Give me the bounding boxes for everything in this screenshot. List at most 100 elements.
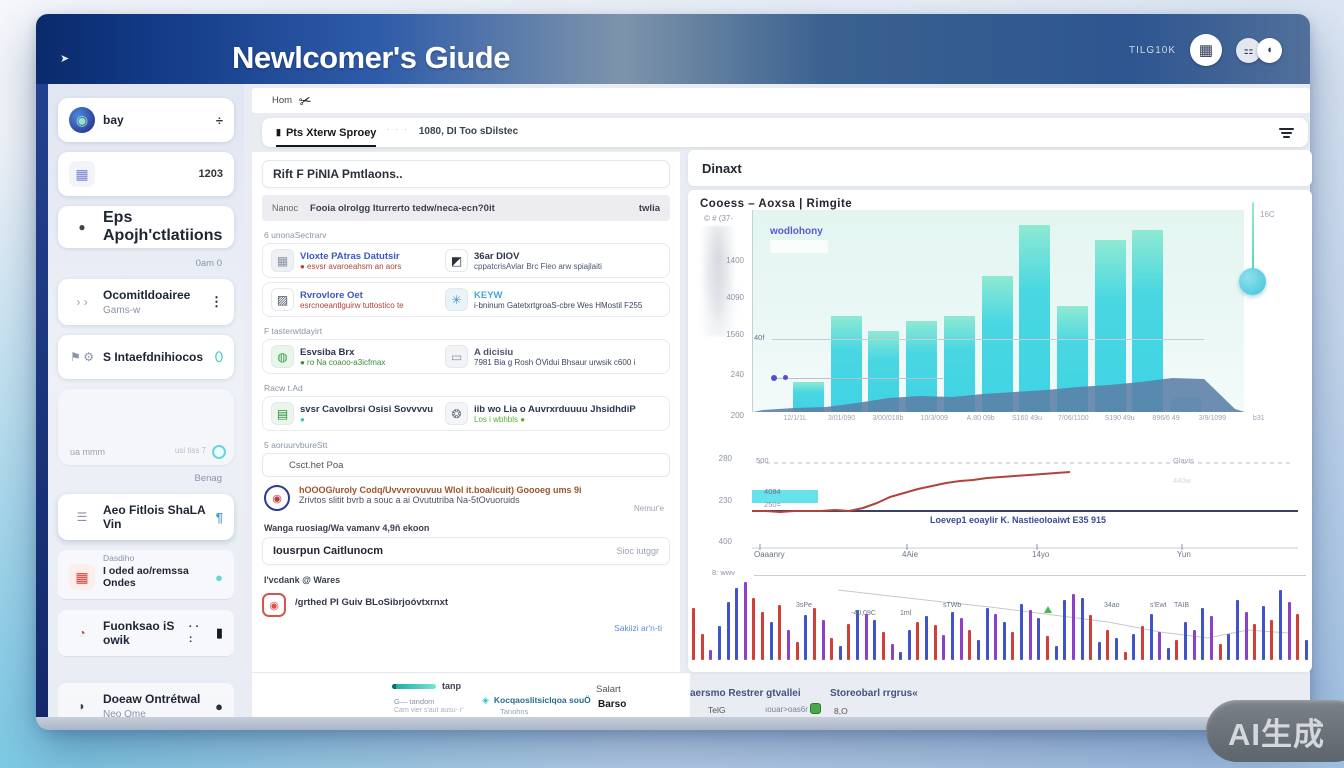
divide-icon[interactable]: ÷ [215,112,223,128]
volume-trend-line [837,589,1289,639]
footer-check[interactable]: ◈ Kocqaoslitsiclqoa souÖ [482,695,591,706]
filter-icon[interactable] [1279,127,1294,138]
highlight-marker[interactable] [1239,268,1266,295]
table-row[interactable]: ▤ svsr Cavolbrsi Osisi Sovvvvu ● ❂ iib wo Li… [262,396,670,431]
volume-bar [1219,644,1222,660]
tab-active[interactable]: ▮ Pts Xterw Sproey [276,118,377,147]
footer-col2-title: Storeobarl rrgrus« [830,688,918,699]
chart-title: Cooess – Aoxsa | Rimgite [700,198,853,210]
titlebar: ➤ Newlcomer's Giude TILG10K ▦ ⚏ ◖ [36,14,1310,84]
table-row[interactable]: ◍ Esvsiba Brx ● ro Na coaoo-a3icfmax ▭ A dic… [262,339,670,374]
sidebar-item-label: bay [103,113,124,127]
x-tick-label: A.80 09b [966,415,995,422]
sidebar-item[interactable]: › › Ocomitldoairee Gams-w ⋮ [58,279,234,325]
volume-bar [813,608,816,660]
sidebar: ◉ bay ÷ ▦ 1203 ● Eps Apojh'ctlatiions 0am 0 › › O… [48,84,244,717]
volume-bar [908,630,911,660]
footer-dropdown[interactable]: ıouar>oas6r [765,705,808,714]
teal-dot-icon[interactable]: ● [215,569,223,585]
volume-annotation: TAIB [1174,602,1190,609]
summary-card[interactable]: Iousrpun Caitlunocm Sioc iutggr [262,537,670,565]
row-text: Rvrovlore Oet esrcnoeantlguirw tuttostico… [300,290,404,310]
line-chart [752,462,1298,550]
volume-bar [986,608,989,660]
sidebar-item[interactable]: ● Eps Apojh'ctlatiions [58,206,234,248]
chart-bar[interactable] [830,316,862,412]
x-tick-label: 12/1/1L [783,415,807,422]
volume-bar [830,638,833,660]
chevrons-icon: › › [76,295,88,309]
sidebar-item[interactable]: ▦ Dasdiho I oded ao/remssa Ondes ● [58,550,234,600]
header-user-icon[interactable]: ◖ [1257,37,1282,63]
scissors-icon[interactable]: ✂ [297,91,314,111]
dark-dot-icon[interactable]: ● [215,698,223,714]
dark-toggle-icon[interactable]: ▮ [215,625,223,640]
row-title: Vloxte PAtras Datutsir [300,250,400,262]
sidebar-item[interactable]: ◗ Doeaw Ontrétwal Neo Ome ● [58,683,234,717]
table-row[interactable]: ▨ Rvrovlore Oet esrcnoeantlguirw tuttostic… [262,282,670,317]
y-tick-label: 200 [730,411,744,420]
teal-link-icon[interactable]: ⬯ [214,349,223,364]
blue-pin-icon[interactable]: ¶ [215,509,223,525]
gridline-label: 40f [754,333,765,342]
sidebar-ghost-panel[interactable]: ua mmm usi tiss 7 [58,389,234,465]
volume-bar [1115,638,1118,660]
secondary-input[interactable]: Csct.het Poa [262,453,670,477]
volume-bar [718,626,721,660]
kebab-menu-icon[interactable]: ⋮ [210,294,223,309]
sidebar-item[interactable]: ◔ Fuonksao iS owik · · : ▮ [58,610,234,657]
header-grid-icon[interactable]: ⚏ [1236,37,1261,63]
volume-bar [692,608,695,660]
volume-annotation: 34ao [1104,602,1120,609]
chart-bar[interactable] [793,382,824,412]
x-tick-label: S190 49u [1104,415,1135,422]
feature-more-link[interactable]: Nemur'e [634,504,664,513]
gray-app-icon: ▦ [271,249,294,272]
sidebar-item-text: S Intaefdnihiocos [103,350,203,364]
alert-row[interactable]: ◉ /grthed PI Guiv BLoSibrjoóvtxrnxt Saki… [262,593,670,633]
volume-bar [778,605,781,660]
chart-bar[interactable] [981,276,1013,412]
chart-bar[interactable] [1094,240,1126,412]
volume-bar [916,622,919,660]
keyw-icon: ✳ [445,288,468,311]
volume-bar [1288,602,1291,660]
sidebar-item-label: I oded ao/remssa Ondes [103,565,189,589]
sidebar-item[interactable]: ▦ 1203 [58,152,234,196]
chart-bar[interactable] [1019,225,1051,412]
ai-watermark: AI生成 [1206,700,1344,762]
volume-bar [968,630,971,660]
teal-ring-icon [212,445,226,459]
list-footer: tanp G— tandom Cam vier s'aut ausu- r' ◈… [252,672,690,718]
sidebar-item[interactable]: ⚑ ⚙ S Intaefdnihiocos ⬯ [58,335,234,379]
header-icon-pair: ⚏ ◖ [1236,37,1282,63]
feature-row[interactable]: ◉ hOOOG/uroly Codq/Uvvvrovuvuu Wlol it.b… [262,477,670,513]
sidebar-item[interactable]: ☰ Aeo Fitlois ShaLA Vin ¶ [58,494,234,540]
volume-bar [1227,634,1230,660]
header-basket-icon[interactable]: ▦ [1190,34,1222,66]
select-button[interactable]: Salart [596,684,621,695]
volume-bar [951,612,954,660]
row-cell: ❂ iib wo Lia o Auvrxrduuuu JhsidhdiP Los i… [445,402,661,425]
feature-line2: Zrivtos slitit bvrb a souc a ai Ovututri… [299,495,520,505]
y-tick-label: 240 [730,370,744,379]
sidebar-item-topline: Dasdiho [103,553,135,563]
alert-link[interactable]: Sakiizi ar'n-ti [614,623,662,633]
row-subtitle: cppatcrisAvlar Brc Fleo arw spiajlaiti [474,261,602,271]
sidebar-item-text: Aeo Fitlois ShaLA Vin [103,503,208,531]
volume-bar [934,625,937,660]
footer-value: 8,O [834,706,848,716]
confirm-button[interactable]: Barso [598,699,627,710]
sidebar-item-label: S Intaefdnihiocos [103,350,204,364]
breadcrumb-home[interactable]: Hom [272,95,293,106]
alert-badge-icon: ◉ [262,593,286,617]
highlight-stem [1252,202,1254,272]
volume-bar [1046,636,1049,660]
sidebar-item[interactable]: ◉ bay ÷ [58,98,234,142]
titlebar-actions: TILG10K ▦ ⚏ ◖ [1129,34,1282,66]
table-row[interactable]: ▦ Vloxte PAtras Datutsir ● esvsr avaroeahs… [262,243,670,278]
sidebar-item-badge: · · : [188,621,200,645]
row-subtitle: esrcnoeantlguirw tuttostico te [300,300,404,310]
search-input[interactable]: Rift F PiNIA Pmtlaons.. [262,160,670,188]
tab-inactive[interactable]: 1080, DI Too sDilstec [418,126,519,137]
